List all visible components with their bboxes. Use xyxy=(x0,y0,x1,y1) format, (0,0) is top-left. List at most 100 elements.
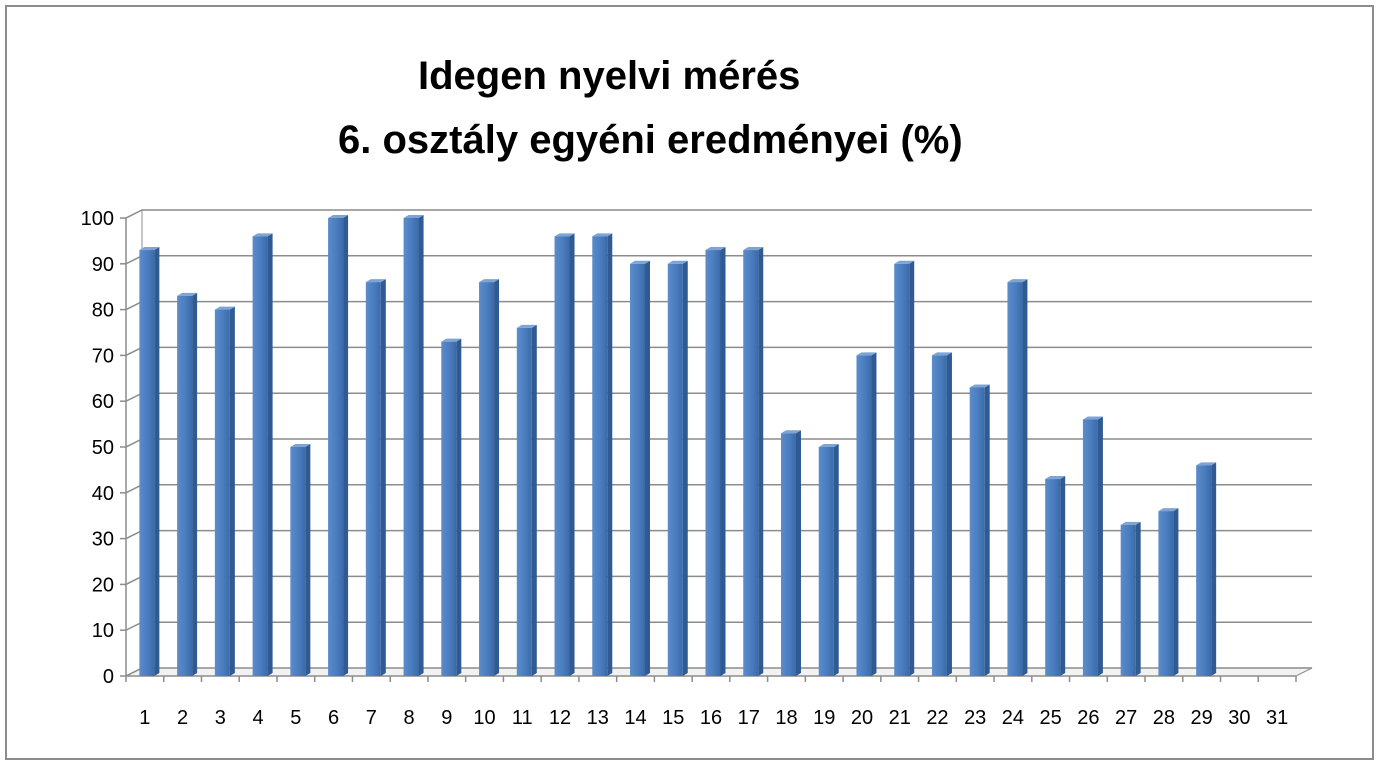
x-tick-label: 20 xyxy=(851,707,873,729)
bar-top xyxy=(139,247,160,251)
bar xyxy=(818,444,839,676)
bars xyxy=(139,215,1217,676)
bar-side xyxy=(795,430,801,676)
x-tick-label: 1 xyxy=(139,707,150,729)
bar-side xyxy=(494,279,500,676)
bar xyxy=(441,338,462,676)
bar xyxy=(630,260,651,676)
chart-title: Idegen nyelvi mérés xyxy=(418,54,801,98)
bar-top xyxy=(479,279,500,283)
bar-top xyxy=(1045,476,1066,480)
x-tick-label: 5 xyxy=(290,707,301,729)
bar xyxy=(1120,521,1141,676)
bar-top xyxy=(818,444,839,447)
bar-front xyxy=(139,250,155,676)
x-tick-label: 24 xyxy=(1002,707,1024,729)
x-tick-label: 17 xyxy=(738,707,760,729)
bar-front xyxy=(856,355,872,676)
bar-front xyxy=(592,236,608,676)
x-tick-label: 9 xyxy=(441,707,452,729)
bar-top xyxy=(1007,279,1028,283)
x-tick-label: 29 xyxy=(1191,707,1213,729)
bar-side xyxy=(758,247,764,676)
bar-front xyxy=(554,236,570,676)
bar-front xyxy=(931,355,947,676)
bar-front xyxy=(705,250,721,676)
bar xyxy=(403,215,424,676)
bar xyxy=(554,233,575,676)
bar-top xyxy=(290,444,311,447)
bar-side xyxy=(456,338,462,676)
bar xyxy=(252,233,273,676)
bar xyxy=(705,247,726,676)
bar-side xyxy=(946,352,952,676)
x-tick-label: 4 xyxy=(253,707,264,729)
bar-side xyxy=(229,306,235,676)
bar-front xyxy=(1007,282,1023,676)
bar-side xyxy=(569,233,575,676)
x-tick-label: 15 xyxy=(662,707,684,729)
y-tick-label: 40 xyxy=(92,483,114,505)
bar-side xyxy=(1022,279,1028,676)
bar xyxy=(856,352,877,676)
bar xyxy=(743,247,764,676)
bar-top xyxy=(328,215,349,218)
bar-top xyxy=(743,247,764,251)
bar-top xyxy=(516,324,537,328)
bar-front xyxy=(516,327,532,676)
x-tick-label: 25 xyxy=(1040,707,1062,729)
bar xyxy=(1082,416,1103,676)
bar-top xyxy=(403,215,424,218)
bar-top xyxy=(365,279,386,283)
x-tick-label: 14 xyxy=(624,707,646,729)
bar-side xyxy=(720,247,726,676)
bar xyxy=(1158,508,1179,676)
bar-top xyxy=(1082,416,1103,420)
bar-front xyxy=(743,250,759,676)
bar-side xyxy=(607,233,613,676)
bar-side xyxy=(1060,476,1066,676)
bar xyxy=(516,324,537,676)
bar-front xyxy=(252,236,268,676)
x-tick-label: 7 xyxy=(366,707,377,729)
bar xyxy=(592,233,613,676)
bar-front xyxy=(328,218,344,676)
bar xyxy=(139,247,160,676)
bar xyxy=(1045,476,1066,676)
bar xyxy=(290,444,311,676)
x-tick-label: 23 xyxy=(964,707,986,729)
bar-side xyxy=(1211,462,1217,676)
bar-front xyxy=(1120,524,1136,676)
bar-front xyxy=(780,433,796,676)
bar-front xyxy=(1196,465,1212,676)
x-tick-label: 26 xyxy=(1077,707,1099,729)
bar-side xyxy=(531,324,537,676)
bar-top xyxy=(252,233,273,237)
y-tick-label: 90 xyxy=(92,254,114,276)
bar xyxy=(214,306,235,676)
bar-side xyxy=(1135,521,1141,676)
bar-top xyxy=(931,352,952,356)
bar-top xyxy=(705,247,726,251)
bar-front xyxy=(1082,419,1098,676)
bar-top xyxy=(1158,508,1179,512)
x-tick-label: 11 xyxy=(512,707,533,729)
y-tick-label: 80 xyxy=(92,300,114,322)
bar-front xyxy=(177,295,193,676)
bar xyxy=(328,215,349,676)
bar xyxy=(667,260,688,676)
bar xyxy=(969,384,990,676)
y-tick-label: 70 xyxy=(92,345,114,367)
bar-front xyxy=(1158,511,1174,676)
bar xyxy=(1196,462,1217,676)
y-tick-label: 50 xyxy=(92,437,114,459)
bar xyxy=(177,292,198,676)
bar-side xyxy=(192,292,198,676)
y-tick-label: 0 xyxy=(103,666,114,688)
y-axis-ticks: 0 10 20 30 40 50 60 70 80 90 100 xyxy=(81,208,126,688)
x-tick-label: 19 xyxy=(813,707,835,729)
x-tick-label: 28 xyxy=(1153,707,1175,729)
y-tick-label: 60 xyxy=(92,391,114,413)
bar-front xyxy=(630,263,646,676)
